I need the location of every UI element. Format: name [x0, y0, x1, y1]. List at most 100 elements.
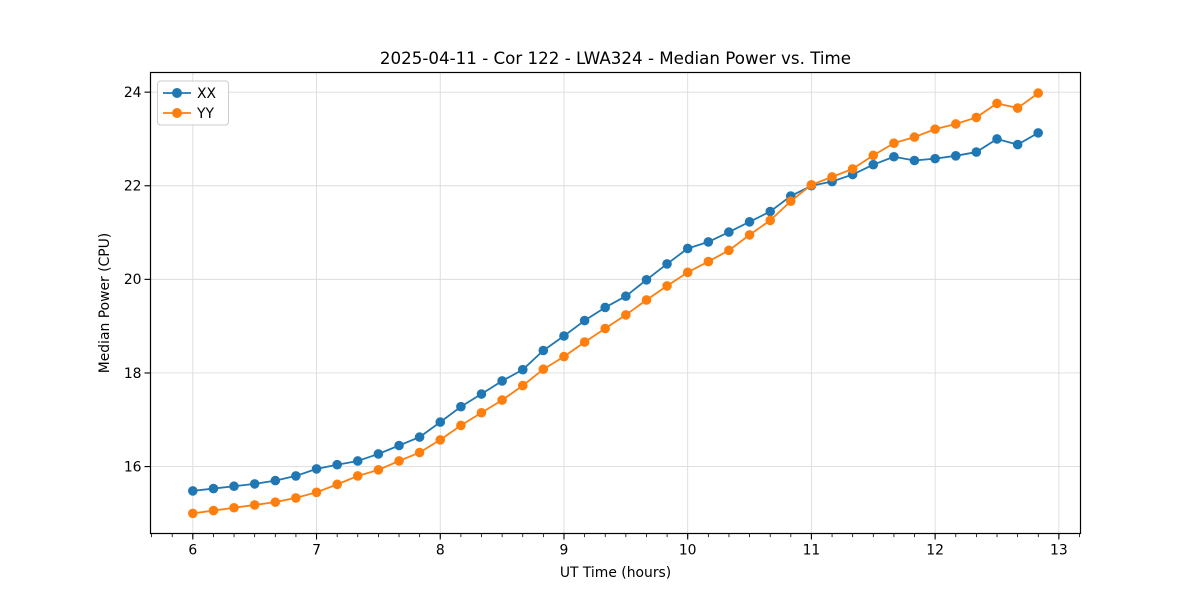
data-point	[435, 417, 446, 427]
data-point	[909, 155, 920, 166]
data-point	[930, 153, 940, 164]
data-point	[765, 206, 776, 217]
series-xx	[188, 128, 1043, 496]
data-point	[1033, 128, 1043, 138]
data-point	[579, 337, 590, 347]
data-point	[724, 227, 734, 237]
data-point	[394, 440, 404, 451]
data-point	[456, 420, 466, 431]
data-point	[538, 364, 549, 375]
x-tick-label: 7	[312, 543, 321, 559]
data-point	[950, 151, 961, 161]
data-point	[847, 164, 858, 174]
data-point	[889, 138, 899, 148]
data-point	[744, 217, 755, 227]
axis-ticks: 6 7 8 9 10 11 12 13 16 18 20 22 24	[124, 85, 1080, 559]
x-tick-label: 6	[188, 543, 197, 559]
data-point	[662, 259, 672, 269]
data-point	[291, 493, 301, 503]
data-point	[579, 315, 590, 326]
data-point	[641, 295, 652, 305]
data-point	[806, 180, 817, 190]
legend-label-yy: YY	[196, 106, 214, 122]
data-point	[311, 464, 322, 474]
data-point	[229, 502, 239, 513]
data-point	[249, 479, 260, 489]
data-point	[703, 237, 714, 247]
data-point	[456, 401, 466, 412]
data-point	[765, 215, 776, 226]
x-tick-label: 10	[679, 543, 697, 559]
data-point	[785, 196, 796, 207]
x-tick-label: 12	[926, 543, 944, 559]
legend-item-yy: YY	[163, 106, 214, 122]
plot-border	[149, 71, 1082, 535]
data-point	[538, 345, 549, 356]
data-point	[868, 159, 879, 170]
data-point	[517, 380, 528, 391]
data-point	[352, 471, 363, 481]
data-point	[208, 505, 219, 516]
y-tick-label: 20	[124, 272, 142, 288]
legend-marker-xx-icon	[172, 88, 182, 98]
data-point	[352, 456, 363, 466]
data-point	[971, 147, 982, 157]
data-point	[394, 456, 404, 466]
series-lines	[188, 88, 1043, 519]
legend-item-xx: XX	[163, 86, 217, 102]
data-point	[188, 486, 198, 496]
series-yy	[188, 88, 1043, 519]
series-line-yy	[191, 92, 1040, 515]
data-point	[559, 351, 569, 362]
y-tick-label: 24	[124, 85, 142, 101]
legend-label-xx: XX	[197, 86, 217, 102]
legend: XX YY	[157, 80, 229, 126]
data-point	[662, 281, 672, 291]
chart-title: 2025-04-11 - Cor 122 - LWA324 - Median P…	[380, 48, 851, 68]
data-point	[332, 459, 342, 470]
data-point	[414, 432, 425, 442]
data-point	[703, 256, 714, 267]
data-point	[249, 500, 260, 510]
data-point	[682, 243, 693, 254]
data-point	[744, 230, 755, 240]
data-point	[332, 479, 342, 490]
y-tick-label: 18	[124, 366, 142, 382]
data-point	[621, 291, 631, 302]
legend-marker-yy-icon	[172, 108, 182, 118]
data-point	[600, 302, 610, 313]
data-point	[208, 483, 219, 494]
data-point	[992, 134, 1002, 144]
x-tick-label: 9	[560, 543, 569, 559]
data-point	[476, 407, 487, 418]
data-point	[414, 447, 425, 458]
data-point	[930, 124, 940, 134]
data-point	[600, 323, 610, 334]
x-axis-label: UT Time (hours)	[560, 565, 671, 581]
x-tick-label: 13	[1050, 543, 1068, 559]
data-point	[188, 508, 198, 519]
data-point	[971, 112, 982, 123]
data-point	[1012, 103, 1023, 113]
data-point	[311, 487, 322, 498]
data-point	[868, 150, 879, 161]
data-point	[827, 172, 837, 182]
data-point	[682, 267, 693, 278]
data-point	[517, 364, 528, 375]
data-point	[270, 497, 281, 507]
data-point	[373, 465, 384, 475]
y-axis-label: Median Power (CPU)	[97, 233, 113, 373]
data-point	[497, 395, 507, 405]
data-point	[724, 245, 734, 256]
y-tick-label: 22	[124, 179, 142, 195]
data-point	[291, 471, 301, 481]
data-point	[559, 331, 569, 341]
data-point	[889, 151, 899, 162]
data-point	[270, 475, 281, 486]
data-point	[435, 435, 446, 445]
x-tick-label: 8	[436, 543, 445, 559]
legend-box	[157, 80, 229, 126]
data-point	[373, 449, 384, 459]
